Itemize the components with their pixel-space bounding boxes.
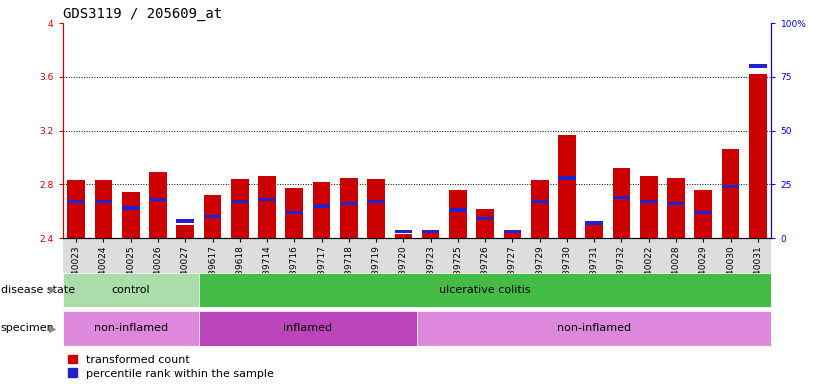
Bar — [504, 233, 521, 238]
Bar — [417, 311, 771, 346]
Bar — [530, 200, 549, 203]
Text: ▶: ▶ — [49, 285, 57, 295]
Bar — [585, 221, 603, 225]
Bar — [422, 233, 440, 238]
Text: ulcerative colitis: ulcerative colitis — [440, 285, 531, 295]
Bar — [695, 190, 712, 238]
Text: inflamed: inflamed — [284, 323, 333, 333]
Bar — [340, 202, 358, 205]
Bar — [749, 65, 766, 68]
Bar — [68, 200, 85, 203]
Bar — [667, 202, 685, 205]
Bar — [667, 178, 685, 238]
Bar — [340, 178, 358, 238]
Bar — [285, 189, 304, 238]
Legend: transformed count, percentile rank within the sample: transformed count, percentile rank withi… — [68, 355, 274, 379]
Text: GDS3119 / 205609_at: GDS3119 / 205609_at — [63, 7, 222, 21]
Bar — [721, 149, 740, 238]
Bar — [394, 234, 412, 238]
Bar — [149, 172, 167, 238]
Text: ▶: ▶ — [49, 323, 57, 333]
Bar — [63, 311, 198, 346]
Bar — [259, 176, 276, 238]
Bar — [122, 192, 139, 238]
Bar — [558, 176, 575, 180]
Bar — [558, 135, 575, 238]
Text: control: control — [112, 285, 150, 295]
Bar — [749, 74, 766, 238]
Bar — [449, 190, 467, 238]
Bar — [259, 198, 276, 201]
Bar — [640, 176, 658, 238]
Bar — [176, 219, 194, 223]
Bar — [94, 180, 113, 238]
Bar — [613, 168, 631, 238]
Bar — [394, 230, 412, 233]
Text: disease state: disease state — [1, 285, 75, 295]
Text: specimen: specimen — [1, 323, 54, 333]
Bar — [585, 225, 603, 238]
Bar — [231, 200, 249, 203]
Bar — [476, 217, 494, 220]
Bar — [367, 200, 385, 203]
Bar — [198, 273, 771, 307]
Bar — [63, 273, 198, 307]
Bar — [504, 230, 521, 233]
Text: non-inflamed: non-inflamed — [557, 323, 631, 333]
Bar — [203, 215, 221, 218]
Bar — [122, 206, 139, 210]
Bar — [613, 195, 631, 199]
Bar — [422, 230, 440, 233]
Bar — [640, 200, 658, 203]
Bar — [203, 195, 221, 238]
Bar — [68, 180, 85, 238]
Bar — [285, 210, 304, 214]
Bar — [476, 209, 494, 238]
Bar — [313, 204, 330, 207]
Bar — [695, 210, 712, 214]
Bar — [530, 180, 549, 238]
Text: non-inflamed: non-inflamed — [93, 323, 168, 333]
Bar — [94, 200, 113, 203]
Bar — [367, 179, 385, 238]
Bar — [198, 311, 417, 346]
Bar — [721, 185, 740, 188]
Bar — [176, 225, 194, 238]
Bar — [231, 179, 249, 238]
Bar — [449, 209, 467, 212]
Bar — [149, 198, 167, 201]
Bar — [313, 182, 330, 238]
